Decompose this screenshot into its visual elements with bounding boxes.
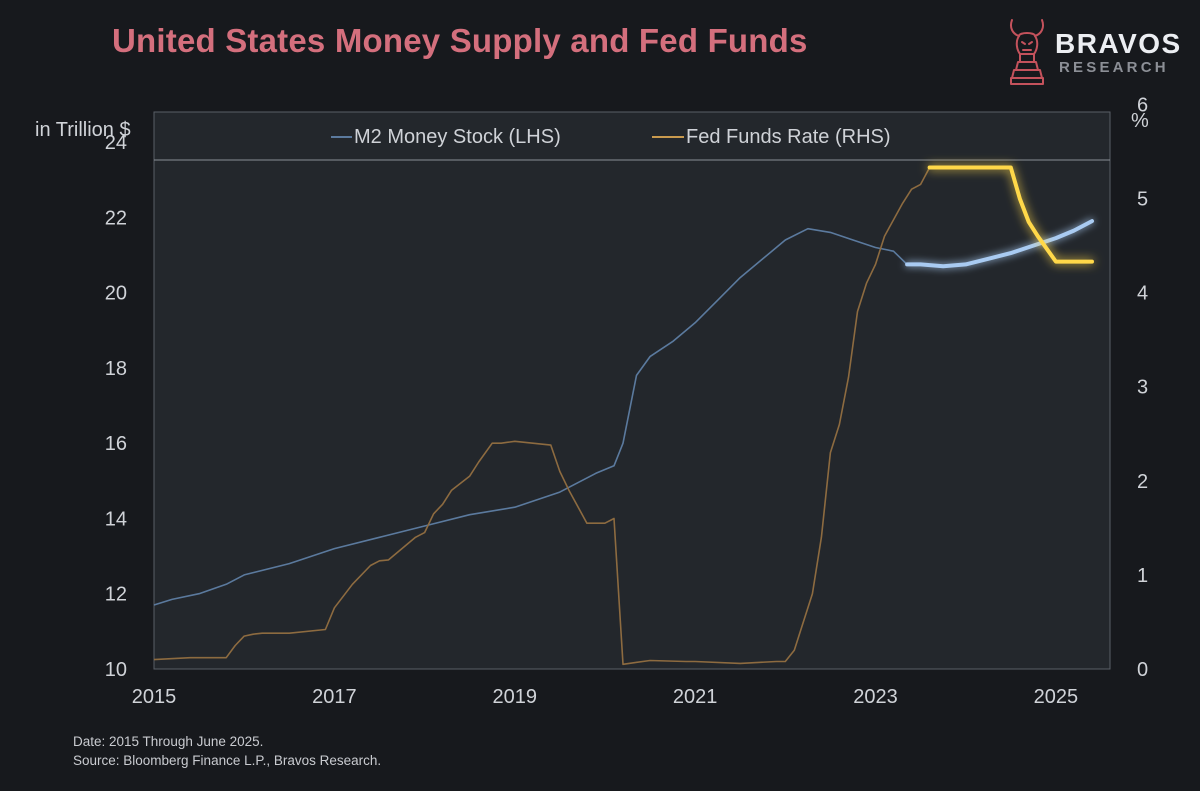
fed-funds-rate-highlight-line [927,165,1094,264]
right-axis-ticks: 0 1 2 3 4 5 6 [1137,94,1148,681]
left-tick-label: 20 [105,283,127,305]
m2-money-stock-line [153,227,908,606]
bravos-research-logo: BRAVOS RESEARCH [1003,14,1193,92]
x-axis-ticks: 2015 2017 2019 2021 2023 2025 [132,686,1078,708]
left-tick-label: 24 [105,132,127,154]
right-axis-label: % [1131,110,1149,132]
left-axis-ticks: 10 12 14 16 18 20 22 24 [105,132,127,681]
footnote-date: Date: 2015 Through June 2025. [73,734,264,749]
left-tick-label: 22 [105,207,127,229]
right-tick-label: 5 [1137,189,1148,211]
logo-sub-text: RESEARCH [1059,59,1169,76]
right-tick-label: 6 [1137,94,1148,116]
x-tick-label: 2021 [673,686,718,708]
left-axis-label: in Trillion $ [35,119,131,141]
left-tick-label: 12 [105,584,127,606]
x-tick-label: 2019 [493,686,538,708]
chart-title: United States Money Supply and Fed Funds [112,22,808,59]
legend: M2 Money Stock (LHS) Fed Funds Rate (RHS… [331,126,891,148]
footnote-source: Source: Bloomberg Finance L.P., Bravos R… [73,753,382,768]
right-tick-label: 1 [1137,565,1148,587]
m2-money-stock-highlight-line [905,219,1094,269]
legend-fed-label: Fed Funds Rate (RHS) [686,126,891,148]
left-tick-label: 14 [105,508,127,530]
right-tick-label: 3 [1137,377,1148,399]
bull-chess-knight-icon [1009,19,1045,85]
x-tick-label: 2023 [853,686,898,708]
left-tick-label: 18 [105,358,127,380]
plot-area [153,111,1111,670]
fed-funds-rate-line [153,167,931,666]
x-tick-label: 2015 [132,686,177,708]
x-tick-label: 2017 [312,686,357,708]
logo-brand-text: BRAVOS [1055,28,1182,59]
x-tick-label: 2025 [1034,686,1079,708]
legend-m2-label: M2 Money Stock (LHS) [354,126,561,148]
right-tick-label: 2 [1137,471,1148,493]
left-tick-label: 16 [105,433,127,455]
right-tick-label: 4 [1137,283,1148,305]
right-tick-label: 0 [1137,659,1148,681]
left-tick-label: 10 [105,659,127,681]
